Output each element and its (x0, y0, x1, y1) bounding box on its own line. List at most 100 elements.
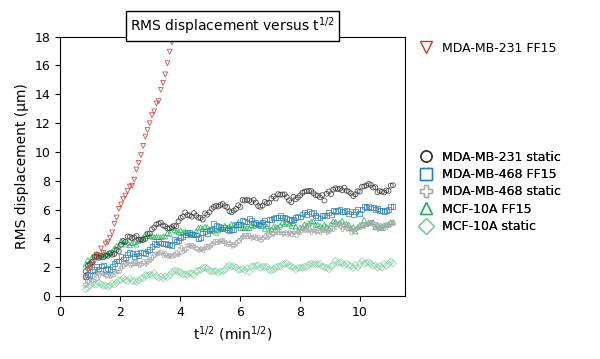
Point (200, 210, 210, 216)
Point (101, 253, 110, 258)
Point (350, 262, 360, 268)
Point (211, 239, 221, 244)
Point (105, 272, 115, 278)
Point (388, 204, 398, 210)
Point (244, 198, 254, 204)
Point (130, 234, 139, 240)
Point (147, 272, 157, 278)
Point (110, 261, 119, 267)
Point (154, 234, 163, 240)
Point (233, 219, 243, 225)
Point (269, 267, 278, 272)
Point (289, 220, 298, 226)
Point (191, 228, 201, 234)
Point (112, 268, 121, 274)
Point (165, 272, 175, 278)
Point (140, 134, 150, 140)
Point (101, 272, 110, 278)
Point (152, 101, 161, 106)
Point (242, 197, 252, 203)
Point (258, 219, 268, 225)
Point (181, 210, 190, 215)
Point (145, 257, 155, 262)
Point (154, 275, 163, 281)
Point (202, 265, 212, 271)
Point (224, 240, 234, 246)
Point (207, 269, 217, 274)
Point (244, 225, 254, 231)
Point (169, 223, 179, 228)
Point (271, 229, 281, 234)
Point (83, 279, 92, 284)
Point (284, 197, 294, 203)
Point (337, 187, 347, 193)
Point (97, 246, 106, 251)
Point (231, 222, 241, 228)
Point (105, 251, 115, 256)
Point (273, 228, 283, 234)
Point (377, 265, 387, 270)
Point (266, 226, 276, 232)
Point (140, 272, 150, 278)
Point (209, 204, 218, 210)
Point (205, 268, 214, 274)
Point (207, 206, 217, 212)
Point (326, 191, 336, 197)
Point (337, 208, 347, 214)
Point (377, 225, 387, 231)
Point (379, 190, 389, 195)
Point (88, 277, 97, 283)
Point (313, 222, 323, 228)
Point (388, 219, 398, 225)
Point (342, 225, 352, 231)
Point (158, 80, 168, 86)
Point (256, 221, 265, 227)
Point (258, 264, 268, 269)
Point (172, 229, 181, 234)
Point (357, 184, 367, 190)
Point (253, 222, 263, 227)
Point (311, 228, 320, 234)
Point (304, 188, 314, 194)
Point (147, 227, 157, 232)
Point (342, 188, 352, 194)
Point (379, 261, 389, 267)
Point (92, 275, 101, 281)
Point (271, 224, 281, 230)
Point (346, 209, 356, 215)
Point (154, 98, 163, 104)
Point (187, 271, 197, 276)
Point (178, 214, 188, 219)
Point (220, 203, 230, 209)
Point (324, 228, 334, 233)
Point (136, 275, 146, 281)
Point (337, 260, 347, 266)
Point (214, 270, 223, 275)
Point (116, 264, 126, 269)
Point (94, 253, 104, 258)
Point (382, 208, 391, 214)
Point (359, 183, 369, 189)
Point (114, 248, 124, 254)
Point (329, 187, 338, 192)
Point (110, 246, 119, 251)
Point (275, 223, 285, 228)
Point (238, 197, 247, 203)
Point (335, 206, 345, 212)
Point (191, 268, 201, 274)
Point (342, 261, 352, 266)
Point (167, 225, 176, 231)
Point (189, 243, 199, 249)
Point (98, 250, 108, 256)
Point (200, 224, 210, 230)
Point (198, 265, 208, 271)
Point (291, 196, 301, 202)
Point (265, 228, 274, 233)
Point (368, 219, 378, 225)
Point (227, 209, 236, 215)
Point (295, 265, 305, 271)
Point (278, 215, 287, 220)
Point (346, 225, 356, 231)
Point (139, 275, 148, 281)
Point (386, 183, 395, 188)
